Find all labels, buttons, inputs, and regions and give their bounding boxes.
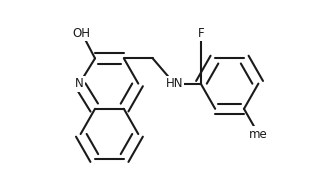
Text: OH: OH — [73, 27, 91, 40]
Text: F: F — [198, 27, 204, 40]
Text: HN: HN — [165, 77, 183, 90]
Text: me: me — [249, 128, 268, 141]
Text: N: N — [75, 77, 84, 90]
